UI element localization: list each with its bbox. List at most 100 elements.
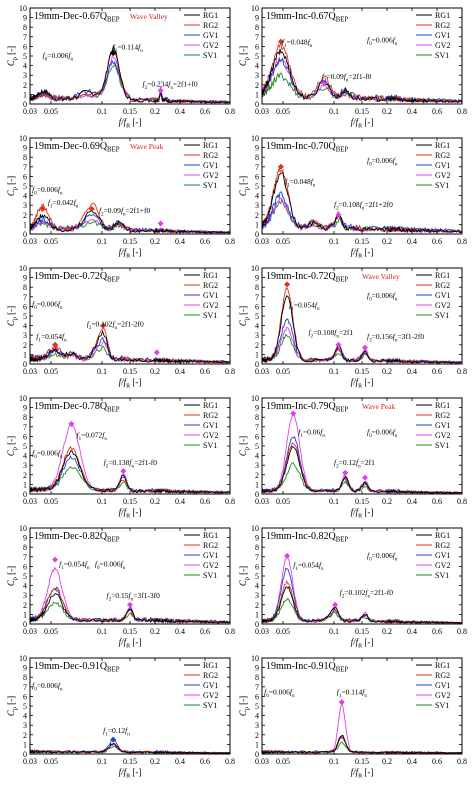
y-tick-label: 1 [255, 740, 259, 749]
chart-title: 19mm-Dec-0.78QBEP [34, 401, 120, 414]
frequency-annotation: f0=0.006fn [367, 156, 398, 168]
x-tick-label: 0.03 [23, 497, 37, 506]
x-tick-label: 0.15 [123, 497, 137, 506]
x-tick-label: 0.15 [123, 367, 137, 376]
chart-title: 19mm-Dec-0.82QBEP [34, 531, 120, 544]
y-axis-label: Cp [-] [238, 436, 251, 456]
y-tick-label: 4 [255, 192, 259, 201]
x-tick-label: 0.4 [407, 497, 417, 506]
chart-title: 19mm-Inc-0.82QBEP [266, 531, 348, 544]
legend-label-rg2: RG2 [435, 671, 450, 680]
x-tick-label: 0.05 [44, 497, 58, 506]
frequency-annotation: f1=0.072fn [77, 430, 108, 442]
y-tick-label: 5 [23, 52, 27, 61]
y-tick-label: 5 [255, 572, 259, 581]
legend-label-sv1: SV1 [203, 311, 217, 320]
x-tick-label: 0.1 [97, 757, 107, 766]
series-group [29, 326, 231, 365]
series-line-rg1 [29, 450, 231, 495]
legend-label-gv2: GV2 [203, 301, 219, 310]
y-tick-label: 6 [23, 302, 27, 311]
x-tick-label: 0.2 [382, 367, 392, 376]
x-tick-label: 0.05 [276, 367, 290, 376]
x-tick-label: 0.03 [255, 107, 269, 116]
x-tick-label: 0.15 [355, 237, 369, 246]
y-tick-label: 6 [255, 172, 259, 181]
x-axis-label: f/fR [-] [119, 637, 142, 650]
y-tick-label: 1 [255, 220, 259, 229]
y-tick-label: 6 [23, 692, 27, 701]
x-tick-label: 0.6 [200, 497, 210, 506]
peak-marker [100, 322, 107, 329]
y-tick-label: 10 [19, 264, 27, 273]
x-tick-label: 0.2 [382, 237, 392, 246]
y-tick-label: 3 [23, 201, 27, 210]
x-tick-label: 0.05 [44, 107, 58, 116]
y-tick-label: 2 [23, 471, 27, 480]
x-tick-label: 0.8 [225, 757, 235, 766]
x-tick-label: 0.4 [175, 107, 185, 116]
y-tick-label: 4 [23, 712, 27, 721]
y-tick-label: 9 [255, 144, 259, 153]
y-tick-label: 2 [255, 471, 259, 480]
chart-title: 19mm-Inc-0.70QBEP [266, 141, 348, 154]
y-tick-label: 8 [23, 543, 27, 552]
y-tick-label: 9 [255, 404, 259, 413]
peak-marker [335, 341, 342, 348]
y-tick-label: 6 [255, 562, 259, 571]
y-tick-label: 8 [255, 673, 259, 682]
peak-marker [153, 349, 160, 356]
series-group [261, 167, 463, 234]
frequency-annotation: f1=0.048fn [282, 37, 313, 49]
series-group [261, 286, 463, 365]
x-tick-label: 0.15 [355, 757, 369, 766]
y-tick-label: 7 [23, 553, 27, 562]
x-tick-label: 0.03 [255, 367, 269, 376]
x-tick-label: 0.05 [276, 237, 290, 246]
y-tick-label: 5 [23, 182, 27, 191]
wave-note: Wave Peak [130, 142, 164, 151]
x-axis-label: f/fR [-] [119, 377, 142, 390]
frequency-annotation: f1=0.054fn [59, 559, 90, 571]
x-tick-label: 0.8 [457, 367, 467, 376]
frequency-annotation: f0=0.006fn [32, 299, 63, 311]
y-tick-label: 2 [23, 601, 27, 610]
y-tick-label: 3 [23, 591, 27, 600]
peak-marker [68, 420, 75, 427]
x-axis-label: f/fR [-] [351, 767, 374, 780]
series-group [261, 703, 463, 755]
series-line-gv1 [261, 736, 463, 755]
y-axis-label: Cp [-] [6, 176, 19, 196]
x-axis-label: f/fR [-] [119, 117, 142, 130]
frequency-annotation: f2=0.102fn=2f1-f0 [340, 588, 394, 600]
y-tick-label: 3 [255, 461, 259, 470]
x-tick-label: 0.8 [225, 627, 235, 636]
x-tick-label: 0.2 [382, 757, 392, 766]
y-tick-label: 0 [23, 360, 27, 369]
peak-marker [320, 79, 327, 86]
legend-label-gv1: GV1 [203, 421, 219, 430]
y-tick-label: 10 [19, 394, 27, 403]
x-axis-label: f/fR [-] [351, 637, 374, 650]
y-tick-label: 9 [23, 404, 27, 413]
y-tick-label: 4 [255, 712, 259, 721]
x-tick-label: 0.8 [457, 107, 467, 116]
legend-label-sv1: SV1 [435, 441, 449, 450]
y-tick-label: 3 [23, 721, 27, 730]
y-tick-label: 9 [255, 14, 259, 23]
legend-label-rg1: RG1 [435, 141, 450, 150]
legend-label-gv1: GV1 [203, 291, 219, 300]
y-tick-label: 8 [23, 153, 27, 162]
series-line-rg1 [29, 44, 231, 104]
frequency-annotation: f2=0.108fn=2f1 [309, 328, 354, 340]
legend-label-sv1: SV1 [435, 181, 449, 190]
x-tick-label: 0.05 [276, 757, 290, 766]
y-tick-label: 9 [23, 274, 27, 283]
x-tick-label: 0.05 [44, 757, 58, 766]
y-tick-label: 5 [255, 52, 259, 61]
